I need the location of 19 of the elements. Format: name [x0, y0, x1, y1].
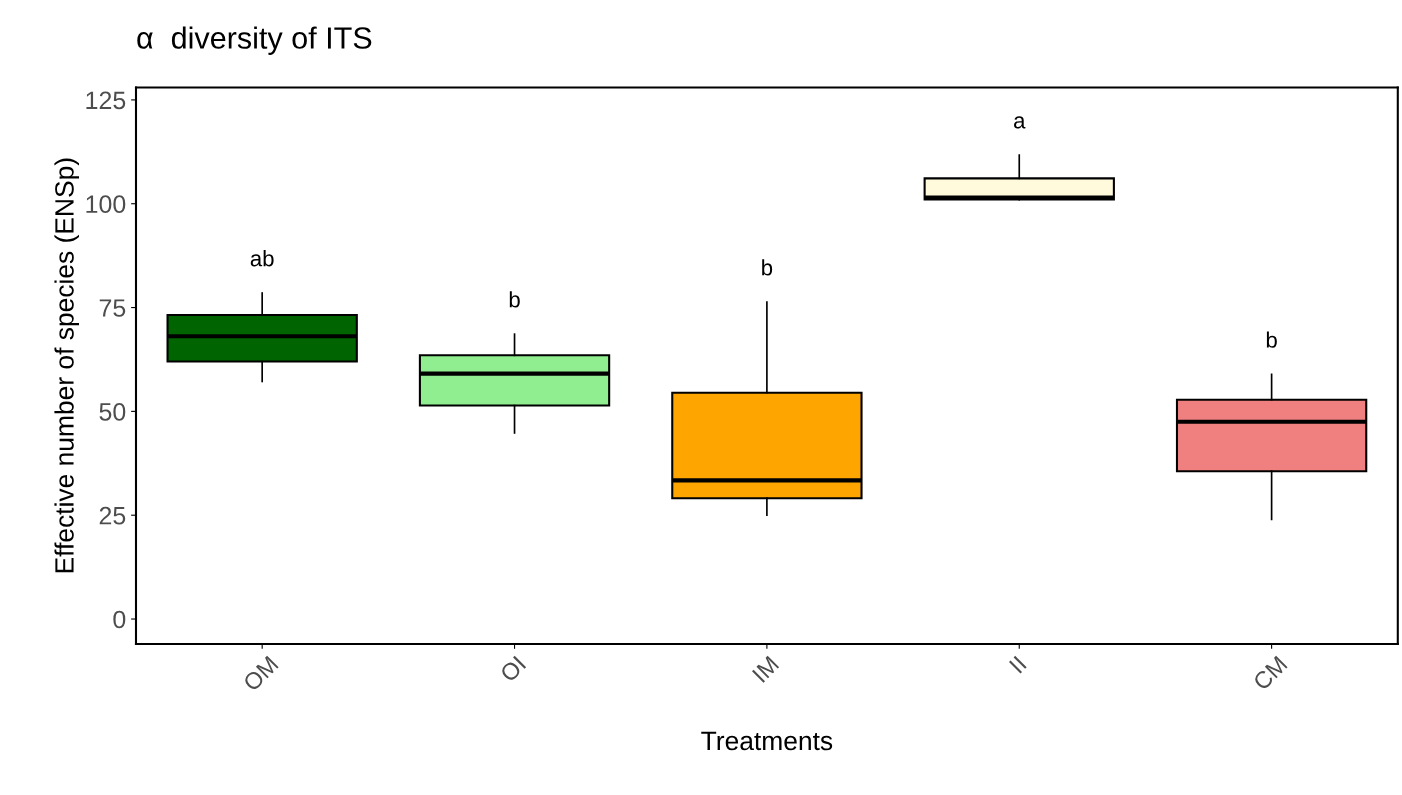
y-tick-label: 0	[113, 610, 126, 629]
annotation: a	[1014, 116, 1026, 129]
y-tick-label: 75	[99, 299, 126, 317]
y-tick-label: 100	[86, 195, 126, 214]
x-tick-label: OI	[499, 655, 527, 683]
y-tick-label: 25	[99, 506, 126, 525]
x-tick-label: CM	[1252, 655, 1288, 692]
annotation: b	[762, 259, 773, 276]
annotation: b	[509, 291, 520, 308]
y-tick-label: 125	[86, 91, 126, 110]
x-tick-label: IM	[751, 655, 780, 683]
annotation: ab	[250, 250, 274, 267]
x-axis-title: Treatments	[701, 731, 833, 751]
x-tick-label: OM	[242, 655, 279, 693]
x-tick-label: II	[1008, 655, 1027, 674]
y-tick-label: 50	[99, 402, 126, 421]
chart-title: α diversity of ITS	[137, 26, 372, 55]
y-axis-title: Effective number of species (ENSp)	[54, 158, 80, 573]
annotation: b	[1266, 331, 1277, 348]
